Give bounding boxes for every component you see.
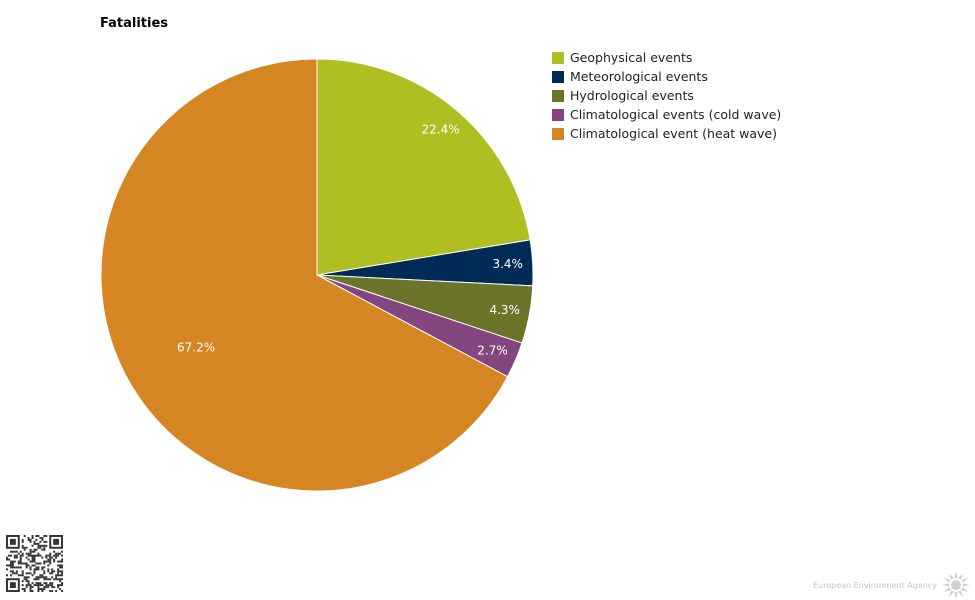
legend-item-cold-wave[interactable]: Climatological events (cold wave) [552, 105, 781, 124]
chart-legend: Geophysical events Meteorological events… [552, 48, 781, 143]
legend-swatch [552, 51, 564, 64]
pie-slice[interactable] [100, 58, 509, 492]
legend-item-geophysical[interactable]: Geophysical events [552, 48, 781, 67]
legend-label: Meteorological events [570, 69, 708, 84]
legend-label: Climatological event (heat wave) [570, 126, 778, 141]
legend-swatch [552, 70, 564, 83]
pie-data-label: 3.4% [492, 257, 523, 271]
legend-label: Climatological events (cold wave) [570, 107, 782, 122]
legend-swatch [552, 108, 564, 121]
eea-logo[interactable]: European Environment Agency [813, 570, 971, 600]
pie-slice[interactable] [316, 58, 531, 276]
legend-item-meteorological[interactable]: Meteorological events [552, 67, 781, 86]
eea-sun-logo-icon [941, 571, 970, 599]
legend-label: Geophysical events [570, 50, 693, 65]
pie-data-label: 22.4% [422, 122, 460, 136]
legend-item-hydrological[interactable]: Hydrological events [552, 86, 781, 105]
legend-label: Hydrological events [570, 88, 694, 103]
chart-title: Fatalities [100, 16, 169, 31]
legend-item-heat-wave[interactable]: Climatological event (heat wave) [552, 124, 781, 143]
legend-swatch [552, 89, 564, 102]
pie-data-label: 67.2% [177, 341, 215, 355]
eea-org-name: European Environment Agency [813, 580, 937, 590]
pie-data-label: 4.3% [489, 303, 520, 317]
legend-swatch [552, 127, 564, 140]
pie-data-label: 2.7% [477, 343, 508, 357]
qr-code-icon[interactable] [6, 535, 63, 592]
